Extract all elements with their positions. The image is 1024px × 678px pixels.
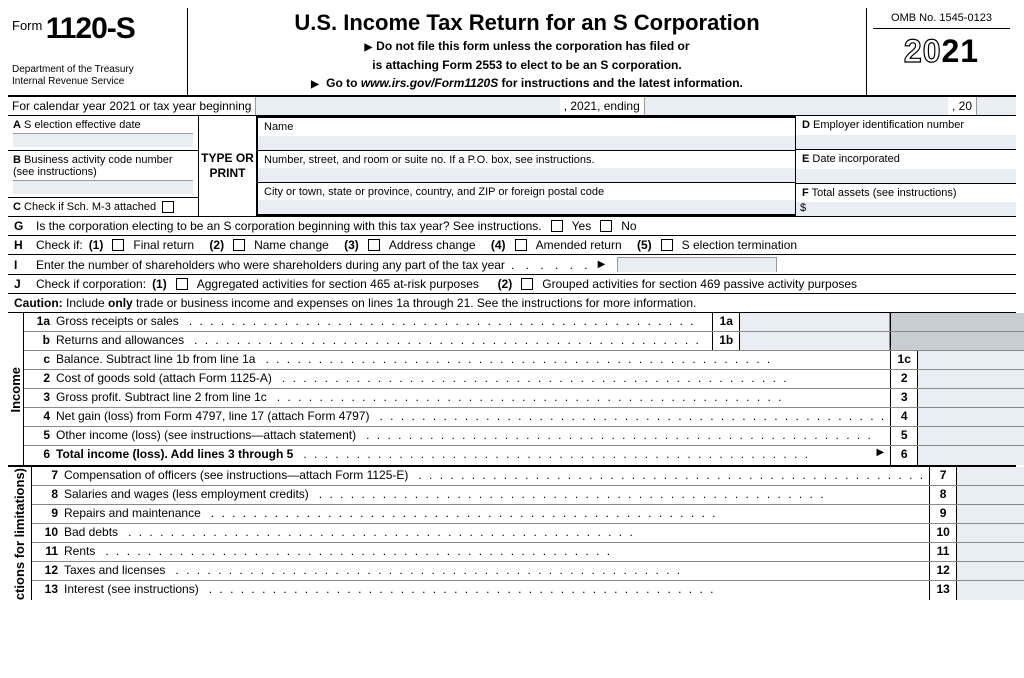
line-7: 7 Compensation of officers (see instruct… xyxy=(32,467,1024,486)
field-D[interactable]: D Employer identification number xyxy=(796,116,1016,150)
field-E[interactable]: E Date incorporated xyxy=(796,150,1016,184)
amount-10[interactable] xyxy=(957,524,1024,542)
checkbox-J1[interactable] xyxy=(176,278,188,290)
income-label: Income xyxy=(8,313,24,465)
checkbox-G-yes[interactable] xyxy=(551,220,563,232)
info-right: D Employer identification number E Date … xyxy=(796,116,1016,216)
field-name[interactable]: Name xyxy=(258,118,795,150)
cal-begin-input[interactable] xyxy=(255,97,559,115)
deductions-label: ctions for limitations) xyxy=(8,467,32,600)
line-G: G Is the corporation electing to be an S… xyxy=(8,217,1016,236)
field-B: B Business activity code number (see ins… xyxy=(8,151,198,198)
checkbox-H4[interactable] xyxy=(515,239,527,251)
amount-1c[interactable] xyxy=(918,351,1024,369)
info-col-left: A S election effective date B Business a… xyxy=(8,116,198,216)
caution-line: Caution: Include only trade or business … xyxy=(8,294,1016,313)
cal-yy-input[interactable] xyxy=(976,97,1016,115)
line-4: 4 Net gain (loss) from Form 4797, line 1… xyxy=(24,408,1024,427)
year-outline: 20 xyxy=(904,33,942,69)
subtitle-3: Go to www.irs.gov/Form1120S for instruct… xyxy=(194,75,860,92)
field-A-input[interactable] xyxy=(13,133,193,147)
line-9: 9 Repairs and maintenance 9 xyxy=(32,505,1024,524)
line-H: H Check if: (1)Final return (2)Name chan… xyxy=(8,236,1016,255)
omb-number: OMB No. 1545-0123 xyxy=(873,12,1010,29)
form-title: U.S. Income Tax Return for an S Corporat… xyxy=(194,10,860,36)
amount-12[interactable] xyxy=(957,562,1024,580)
amount-1b[interactable] xyxy=(740,332,890,350)
amount-7[interactable] xyxy=(957,467,1024,485)
cal-text-1: For calendar year 2021 or tax year begin… xyxy=(8,97,255,115)
cal-end-input[interactable] xyxy=(644,97,948,115)
income-lines: 1a Gross receipts or sales 1a b Returns … xyxy=(24,313,1024,465)
deduction-lines: 7 Compensation of officers (see instruct… xyxy=(32,467,1024,600)
arrow-icon: ▶ xyxy=(877,446,891,465)
info-block: A S election effective date B Business a… xyxy=(8,116,1016,217)
line-13: 13 Interest (see instructions) 13 xyxy=(32,581,1024,600)
cal-text-3: , 20 xyxy=(948,97,976,115)
subtitle-1: Do not file this form unless the corpora… xyxy=(194,38,860,55)
dept-block: Department of the Treasury Internal Reve… xyxy=(12,64,181,88)
amount-9[interactable] xyxy=(957,505,1024,523)
cal-text-2: , 2021, ending xyxy=(560,97,644,115)
header-middle: U.S. Income Tax Return for an S Corporat… xyxy=(188,8,866,95)
form-number: 1120-S xyxy=(46,12,135,45)
header-right: OMB No. 1545-0123 2021 xyxy=(866,8,1016,95)
line-11: 11 Rents 11 xyxy=(32,543,1024,562)
field-street[interactable]: Number, street, and room or suite no. If… xyxy=(258,151,795,183)
subtitle-2: is attaching Form 2553 to elect to be an… xyxy=(194,57,860,73)
line-2: 2 Cost of goods sold (attach Form 1125-A… xyxy=(24,370,1024,389)
field-F[interactable]: F Total assets (see instructions)$ xyxy=(796,184,1016,217)
form-word: Form xyxy=(12,18,42,33)
line-10: 10 Bad debts 10 xyxy=(32,524,1024,543)
deductions-section: ctions for limitations) 7 Compensation o… xyxy=(8,467,1016,600)
checkbox-H1[interactable] xyxy=(112,239,124,251)
info-middle: Name Number, street, and room or suite n… xyxy=(258,116,796,216)
dept-line2: Internal Revenue Service xyxy=(12,76,181,88)
line-6: 6 Total income (loss). Add lines 3 throu… xyxy=(24,446,1024,465)
year-solid: 21 xyxy=(942,33,980,69)
calendar-year-row: For calendar year 2021 or tax year begin… xyxy=(8,97,1016,116)
field-A: A S election effective date xyxy=(8,116,198,151)
line-12: 12 Taxes and licenses 12 xyxy=(32,562,1024,581)
amount-4[interactable] xyxy=(918,408,1024,426)
line-1a: 1a Gross receipts or sales 1a xyxy=(24,313,1024,332)
checkbox-H3[interactable] xyxy=(368,239,380,251)
dept-line1: Department of the Treasury xyxy=(12,64,181,76)
amount-13[interactable] xyxy=(957,581,1024,600)
amount-6[interactable] xyxy=(918,446,1024,465)
checkbox-G-no[interactable] xyxy=(600,220,612,232)
amount-8[interactable] xyxy=(957,486,1024,504)
checkbox-J2[interactable] xyxy=(521,278,533,290)
line-J: J Check if corporation: (1)Aggregated ac… xyxy=(8,275,1016,294)
line-1c: c Balance. Subtract line 1b from line 1a… xyxy=(24,351,1024,370)
field-C: C Check if Sch. M-3 attached xyxy=(8,198,198,216)
amount-3[interactable] xyxy=(918,389,1024,407)
form-header: Form 1120-S Department of the Treasury I… xyxy=(8,8,1016,97)
amount-2[interactable] xyxy=(918,370,1024,388)
amount-5[interactable] xyxy=(918,427,1024,445)
checkbox-H5[interactable] xyxy=(661,239,673,251)
field-city[interactable]: City or town, state or province, country… xyxy=(258,183,795,214)
line-1b: b Returns and allowances 1b xyxy=(24,332,1024,351)
line-3: 3 Gross profit. Subtract line 2 from lin… xyxy=(24,389,1024,408)
amount-11[interactable] xyxy=(957,543,1024,561)
header-left: Form 1120-S Department of the Treasury I… xyxy=(8,8,188,95)
line-5: 5 Other income (loss) (see instructions—… xyxy=(24,427,1024,446)
field-I-input[interactable] xyxy=(617,257,777,272)
income-section: Income 1a Gross receipts or sales 1a b R… xyxy=(8,313,1016,467)
checkbox-m3[interactable] xyxy=(162,201,174,213)
tax-year: 2021 xyxy=(873,33,1010,70)
arrow-icon: ▶ xyxy=(598,259,606,270)
line-8: 8 Salaries and wages (less employment cr… xyxy=(32,486,1024,505)
line-I: I Enter the number of shareholders who w… xyxy=(8,255,1016,275)
type-or-print: TYPE OR PRINT xyxy=(198,116,258,216)
checkbox-H2[interactable] xyxy=(233,239,245,251)
amount-1a[interactable] xyxy=(740,313,890,331)
field-B-input[interactable] xyxy=(13,180,193,194)
